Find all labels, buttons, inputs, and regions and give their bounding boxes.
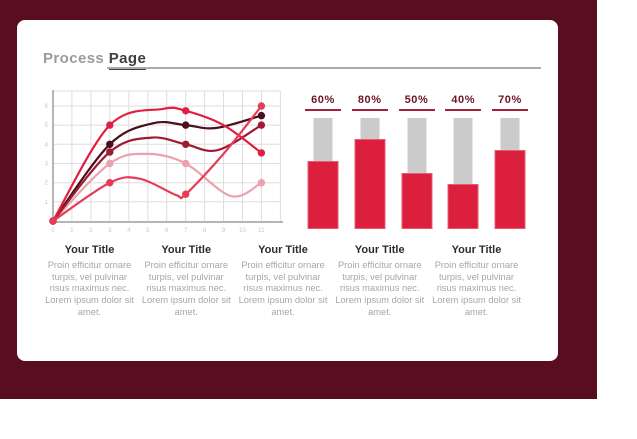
bright-crimson-line-point — [49, 217, 57, 225]
bar-fill — [494, 149, 526, 229]
svg-text:4: 4 — [127, 227, 131, 234]
column-title: Your Title — [451, 244, 502, 256]
slide: Process Page 1 2 3 4 5 6 0 1 2 3 4 5 6 7 8 9 10 11 60% 80%… — [17, 20, 558, 361]
svg-text:0: 0 — [51, 227, 55, 234]
bar-label-underline — [351, 109, 388, 111]
column-body: Proin efficitur ornare turpis, vel pulvi… — [238, 260, 328, 317]
text-column: Your Title Proin efficitur ornare turpis… — [140, 244, 233, 319]
column-title: Your Title — [354, 244, 405, 256]
bar-area — [396, 118, 438, 229]
svg-text:11: 11 — [258, 227, 265, 234]
bar-group: 80% — [349, 93, 391, 233]
dark-red-line-point — [257, 121, 266, 129]
svg-text:10: 10 — [239, 227, 246, 234]
svg-text:2: 2 — [45, 180, 49, 187]
svg-text:1: 1 — [45, 199, 49, 206]
bar-fill — [354, 138, 386, 229]
bar-percent-label: 80% — [357, 94, 382, 106]
bright-crimson-line-point — [182, 190, 190, 198]
column-body: Proin efficitur ornare turpis, vel pulvi… — [335, 260, 425, 317]
svg-text:2: 2 — [89, 227, 93, 234]
bar-percent-label: 60% — [311, 94, 335, 106]
bar-label-underline — [305, 109, 341, 111]
bar-fill — [307, 161, 339, 229]
bar-fill — [447, 183, 479, 229]
bar-label-underline — [492, 109, 528, 111]
bar-percent-label: 40% — [451, 94, 476, 106]
svg-text:7: 7 — [184, 227, 188, 234]
bar-label-underline — [445, 109, 482, 111]
bar-label-underline — [398, 109, 435, 111]
bar-group: 40% — [442, 93, 484, 233]
dark-maroon-line-point — [182, 121, 190, 129]
title-rule — [107, 67, 541, 69]
text-columns: Your Title Proin efficitur ornare turpis… — [43, 244, 523, 319]
dark-red-line — [52, 124, 262, 222]
dark-maroon-line — [52, 114, 262, 222]
text-column: Your Title Proin efficitur ornare turpis… — [43, 244, 136, 319]
bar-percent-label: 70% — [498, 94, 522, 106]
bar-area — [489, 118, 531, 229]
bar-percent-label: 50% — [404, 94, 429, 106]
bright-crimson-line-point — [106, 179, 114, 187]
crimson-line — [52, 106, 263, 222]
dark-red-line-point — [182, 140, 190, 148]
bar-group: 70% — [489, 93, 531, 233]
page-title-emphasis: Page — [108, 50, 147, 70]
dark-maroon-line-point — [106, 140, 114, 148]
svg-text:8: 8 — [203, 227, 207, 234]
column-title: Your Title — [258, 244, 308, 256]
svg-text:1: 1 — [70, 227, 74, 234]
crimson-line-point — [257, 149, 266, 157]
column-body: Proin efficitur ornare turpis, vel pulvi… — [45, 260, 134, 317]
text-column: Your Title Proin efficitur ornare turpis… — [333, 244, 426, 319]
column-title: Your Title — [161, 244, 212, 256]
bar-area — [302, 118, 344, 229]
bright-crimson-line-point — [257, 102, 266, 110]
svg-text:4: 4 — [45, 141, 49, 148]
text-column: Your Title Proin efficitur ornare turpis… — [237, 244, 330, 319]
bar-group: 60% — [302, 93, 344, 233]
dark-red-line-point — [106, 148, 114, 156]
bar-group: 50% — [396, 93, 438, 233]
svg-text:5: 5 — [146, 227, 150, 234]
crimson-line-point — [182, 107, 190, 115]
page-title: Process Page — [43, 50, 147, 70]
svg-text:3: 3 — [45, 161, 49, 168]
bar-fill — [401, 172, 432, 229]
bar-area — [349, 118, 391, 229]
svg-text:5: 5 — [45, 122, 49, 129]
svg-text:9: 9 — [222, 227, 226, 234]
svg-text:6: 6 — [165, 227, 169, 234]
bar-area — [442, 118, 484, 229]
light-pink-line-point — [182, 159, 190, 168]
text-column: Your Title Proin efficitur ornare turpis… — [430, 244, 523, 319]
column-body: Proin efficitur ornare turpis, vel pulvi… — [141, 260, 231, 317]
column-body: Proin efficitur ornare turpis, vel pulvi… — [432, 260, 521, 317]
light-pink-line — [52, 152, 262, 222]
line-chart: 1 2 3 4 5 6 0 1 2 3 4 5 6 7 8 9 10 11 — [45, 90, 283, 234]
column-title: Your Title — [64, 244, 115, 256]
svg-text:6: 6 — [45, 103, 49, 110]
light-pink-line-point — [106, 159, 114, 168]
bar-chart: 60% 80% 50% 40% 70% — [302, 93, 531, 233]
light-pink-line-point — [257, 179, 266, 187]
page-title-prefix: Process — [43, 50, 105, 67]
crimson-line-point — [106, 121, 114, 129]
dark-maroon-line-point — [257, 111, 266, 120]
svg-text:3: 3 — [108, 227, 112, 234]
